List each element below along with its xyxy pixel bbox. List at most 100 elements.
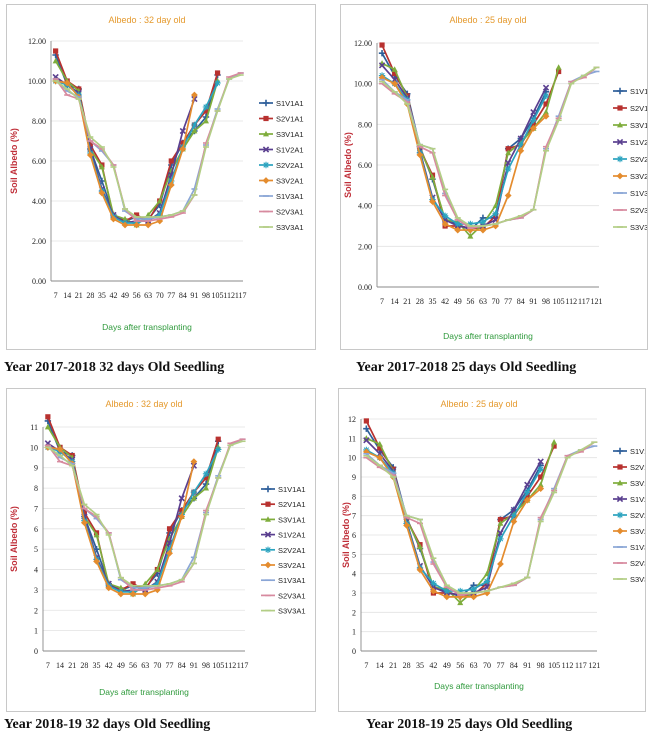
x-tick-label: 117 xyxy=(575,661,587,670)
data-point xyxy=(497,560,504,568)
data-point xyxy=(215,436,221,442)
chart-title: Albedo : 32 day old xyxy=(105,399,182,409)
y-tick-label: 3 xyxy=(352,589,356,598)
caption-2017-32-day: Year 2017-2018 32 days Old Seedling xyxy=(4,360,225,375)
series-line-s3v2a1 xyxy=(55,80,196,226)
legend-item-s3v3a2: S3V3A2 xyxy=(613,223,647,232)
x-tick-label: 105 xyxy=(212,291,224,300)
y-tick-label: 12.00 xyxy=(354,39,372,48)
legend-item-s1v2a1: S1V2A1 xyxy=(259,146,304,155)
y-tick-label: 12.00 xyxy=(28,37,46,46)
legend-label: S2V1A2 xyxy=(630,463,645,472)
x-tick-label: 63 xyxy=(470,661,478,670)
data-point xyxy=(179,127,187,135)
x-tick-label: 84 xyxy=(179,291,187,300)
legend-marker xyxy=(264,531,272,538)
legend-label: S3V2A2 xyxy=(630,172,647,181)
legend-label: S2V1A2 xyxy=(630,104,647,113)
legend-marker xyxy=(617,479,623,486)
legend-label: S2V2A1 xyxy=(278,546,306,555)
data-point xyxy=(492,210,499,217)
y-tick-label: 5 xyxy=(34,545,38,554)
legend-marker xyxy=(616,172,624,180)
x-tick-label: 84 xyxy=(510,661,518,670)
data-point xyxy=(130,581,136,587)
y-tick-label: 0 xyxy=(352,647,356,656)
legend-item-s1v1a2: S1V1A2 xyxy=(613,447,645,456)
data-point xyxy=(537,481,544,488)
x-tick-label: 121 xyxy=(590,297,602,306)
legend-item-s3v2a2: S3V2A2 xyxy=(613,172,647,181)
chart-title: Albedo : 32 day old xyxy=(108,15,185,25)
x-tick-label: 112 xyxy=(225,661,237,670)
data-point xyxy=(377,445,383,451)
data-point xyxy=(537,466,544,473)
x-tick-label: 63 xyxy=(144,291,152,300)
data-point xyxy=(203,475,209,481)
legend-label: S1V2A1 xyxy=(278,531,306,540)
data-point xyxy=(133,221,140,229)
legend-item-s2v3a1: S2V3A1 xyxy=(259,208,304,217)
data-point xyxy=(363,437,370,444)
data-point xyxy=(530,121,537,127)
x-tick-label: 42 xyxy=(429,661,437,670)
series-markers-s2v1a2 xyxy=(379,42,562,231)
x-tick-label: 70 xyxy=(483,661,491,670)
series-markers-s2v1a2 xyxy=(363,418,557,598)
x-tick-label: 91 xyxy=(190,291,198,300)
legend-item-s3v1a1: S3V1A1 xyxy=(261,515,306,524)
legend-marker xyxy=(616,87,624,95)
series-markers-s3v3a1 xyxy=(44,440,246,587)
legend-label: S3V3A2 xyxy=(630,223,647,232)
legend-marker xyxy=(616,138,624,146)
data-point xyxy=(203,108,209,114)
data-point xyxy=(141,590,149,598)
y-tick-label: 4.00 xyxy=(358,202,372,211)
legend-marker xyxy=(262,99,270,107)
data-point xyxy=(202,103,210,111)
legend-label: S3V2A1 xyxy=(276,177,304,186)
legend-label: S1V3A1 xyxy=(276,192,304,201)
y-tick-label: 4 xyxy=(352,570,356,579)
data-point xyxy=(538,474,544,480)
legend-label: S3V2A1 xyxy=(278,561,306,570)
legend-marker xyxy=(617,121,623,128)
data-point xyxy=(215,446,222,453)
legend-item-s2v3a1: S2V3A1 xyxy=(261,591,306,600)
x-tick-label: 7 xyxy=(380,297,384,306)
data-point xyxy=(454,220,461,228)
data-point xyxy=(416,566,424,574)
y-tick-label: 5 xyxy=(352,550,356,559)
legend-item-s3v1a2: S3V1A2 xyxy=(613,121,647,130)
y-tick-label: 7 xyxy=(34,504,38,513)
data-point xyxy=(403,521,410,529)
x-tick-label: 112 xyxy=(565,297,577,306)
data-point xyxy=(530,125,537,132)
series-line-s1v3a2 xyxy=(381,70,597,229)
x-tick-label: 70 xyxy=(492,297,500,306)
y-tick-label: 0 xyxy=(34,647,38,656)
data-point xyxy=(202,117,209,124)
data-point xyxy=(479,218,487,226)
data-point xyxy=(517,141,524,148)
series-markers-s2v3a2 xyxy=(379,66,600,229)
legend-item-s2v2a1: S2V2A1 xyxy=(261,546,306,555)
y-tick-label: 1 xyxy=(34,627,38,636)
y-axis-label: Soil Albedo (%) xyxy=(341,502,351,568)
data-point xyxy=(121,221,129,229)
y-tick-label: 2 xyxy=(34,606,38,615)
data-point xyxy=(523,496,531,504)
legend-label: S1V3A1 xyxy=(278,576,306,585)
legend-label: S1V1A1 xyxy=(276,99,304,108)
data-point xyxy=(479,226,487,234)
data-point xyxy=(202,470,210,478)
data-point xyxy=(542,84,550,91)
legend-marker xyxy=(265,501,271,507)
x-tick-label: 49 xyxy=(117,661,125,670)
data-point xyxy=(117,590,125,598)
data-point xyxy=(505,146,511,152)
caption-2018-32-day: Year 2018-19 32 days Old Seedling xyxy=(4,717,211,732)
series-line-s3v2a1 xyxy=(47,446,195,595)
x-tick-label: 21 xyxy=(389,661,397,670)
